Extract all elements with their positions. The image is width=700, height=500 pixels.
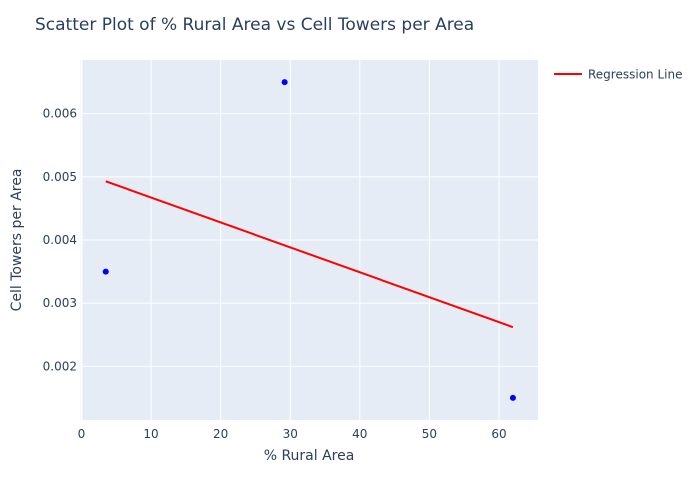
x-tick-label: 30 <box>283 427 298 441</box>
x-tick-label: 0 <box>78 427 86 441</box>
x-axis-title: % Rural Area <box>264 448 355 464</box>
y-tick-label: 0.004 <box>43 233 77 247</box>
data-marks <box>102 79 516 401</box>
regression-line[interactable] <box>105 180 514 329</box>
y-tick-label: 0.002 <box>43 359 77 373</box>
y-axis-title: Cell Towers per Area <box>9 169 25 312</box>
legend-label-regression-line: Regression Line <box>588 68 682 82</box>
y-tick-label: 0.006 <box>43 107 77 121</box>
x-tick-label: 10 <box>143 427 158 441</box>
x-tick-label: 40 <box>352 427 367 441</box>
grid <box>80 60 538 420</box>
x-tick-label: 60 <box>491 427 506 441</box>
x-tick-label: 50 <box>422 427 437 441</box>
legend[interactable]: Regression Line <box>554 68 682 82</box>
y-tick-label: 0.005 <box>43 170 77 184</box>
x-tick-label: 20 <box>213 427 228 441</box>
data-point[interactable] <box>102 268 109 275</box>
tick-labels: 0 10 20 30 40 50 60 0.002 0.003 0.004 0.005 0.006 <box>43 107 507 441</box>
data-point[interactable] <box>281 79 288 86</box>
y-tick-label: 0.003 <box>43 296 77 310</box>
data-point[interactable] <box>509 394 516 401</box>
chart-title: Scatter Plot of % Rural Area vs Cell Tow… <box>35 15 474 35</box>
